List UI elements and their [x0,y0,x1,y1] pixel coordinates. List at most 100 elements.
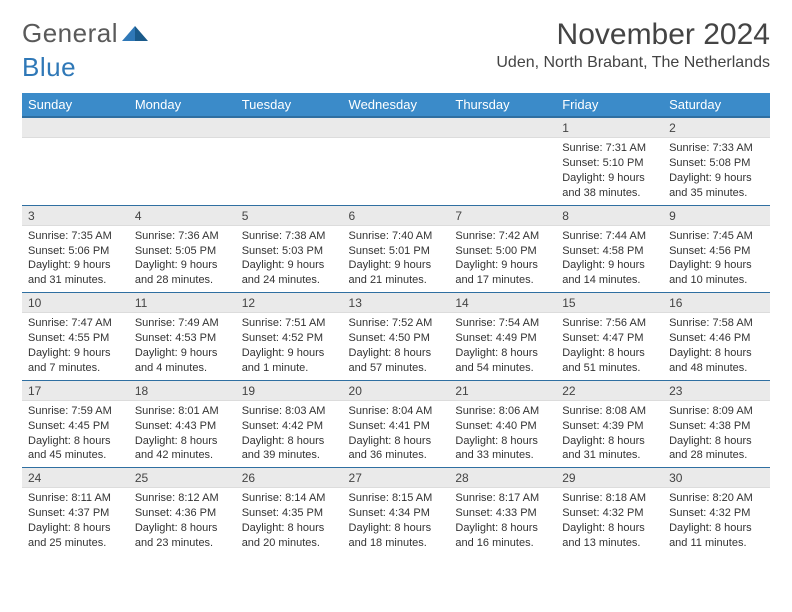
col-saturday: Saturday [663,93,770,117]
daylight-text: Daylight: 8 hours and 45 minutes. [28,434,123,464]
daylight-text: Daylight: 9 hours and 35 minutes. [669,171,764,201]
day-number: 9 [663,206,770,226]
logo-text-2: Blue [22,52,76,83]
day-content: Sunrise: 8:18 AMSunset: 4:32 PMDaylight:… [556,488,663,554]
sunset-text: Sunset: 4:35 PM [242,506,337,521]
day-number [236,118,343,138]
day-content: Sunrise: 7:38 AMSunset: 5:03 PMDaylight:… [236,226,343,292]
sunset-text: Sunset: 4:39 PM [562,419,657,434]
day-cell: 3Sunrise: 7:35 AMSunset: 5:06 PMDaylight… [22,205,129,293]
day-content: Sunrise: 8:09 AMSunset: 4:38 PMDaylight:… [663,401,770,467]
sunset-text: Sunset: 4:42 PM [242,419,337,434]
day-cell: 14Sunrise: 7:54 AMSunset: 4:49 PMDayligh… [449,293,556,381]
daylight-text: Daylight: 9 hours and 28 minutes. [135,258,230,288]
day-content: Sunrise: 8:12 AMSunset: 4:36 PMDaylight:… [129,488,236,554]
sunset-text: Sunset: 4:32 PM [669,506,764,521]
daylight-text: Daylight: 8 hours and 18 minutes. [349,521,444,551]
day-number: 25 [129,468,236,488]
day-content: Sunrise: 8:03 AMSunset: 4:42 PMDaylight:… [236,401,343,467]
day-cell: 8Sunrise: 7:44 AMSunset: 4:58 PMDaylight… [556,205,663,293]
calendar-page: General November 2024 Uden, North Braban… [0,0,792,567]
sunset-text: Sunset: 4:46 PM [669,331,764,346]
month-title: November 2024 [496,18,770,52]
day-content: Sunrise: 7:36 AMSunset: 5:05 PMDaylight:… [129,226,236,292]
day-content: Sunrise: 8:01 AMSunset: 4:43 PMDaylight:… [129,401,236,467]
daylight-text: Daylight: 8 hours and 11 minutes. [669,521,764,551]
day-cell: 21Sunrise: 8:06 AMSunset: 4:40 PMDayligh… [449,380,556,468]
daylight-text: Daylight: 8 hours and 33 minutes. [455,434,550,464]
col-tuesday: Tuesday [236,93,343,117]
daylight-text: Daylight: 9 hours and 31 minutes. [28,258,123,288]
day-content: Sunrise: 7:42 AMSunset: 5:00 PMDaylight:… [449,226,556,292]
daylight-text: Daylight: 8 hours and 57 minutes. [349,346,444,376]
daylight-text: Daylight: 9 hours and 7 minutes. [28,346,123,376]
daylight-text: Daylight: 8 hours and 42 minutes. [135,434,230,464]
day-number: 7 [449,206,556,226]
sunset-text: Sunset: 4:58 PM [562,244,657,259]
day-cell: 19Sunrise: 8:03 AMSunset: 4:42 PMDayligh… [236,380,343,468]
day-content: Sunrise: 7:56 AMSunset: 4:47 PMDaylight:… [556,313,663,379]
sunrise-text: Sunrise: 7:31 AM [562,141,657,156]
sunrise-text: Sunrise: 8:20 AM [669,491,764,506]
day-number: 20 [343,381,450,401]
day-content: Sunrise: 7:59 AMSunset: 4:45 PMDaylight:… [22,401,129,467]
day-cell [449,117,556,205]
sunset-text: Sunset: 4:37 PM [28,506,123,521]
sunrise-text: Sunrise: 7:35 AM [28,229,123,244]
day-number: 1 [556,118,663,138]
day-number: 12 [236,293,343,313]
header-row: Sunday Monday Tuesday Wednesday Thursday… [22,93,770,117]
day-number: 22 [556,381,663,401]
calendar-body: 1 Sunrise: 7:31 AMSunset: 5:10 PM Daylight… [22,117,770,555]
day-number: 17 [22,381,129,401]
daylight-text: Daylight: 9 hours and 21 minutes. [349,258,444,288]
daylight-text: Daylight: 8 hours and 36 minutes. [349,434,444,464]
daylight-text: Daylight: 9 hours and 17 minutes. [455,258,550,288]
day-cell: 20Sunrise: 8:04 AMSunset: 4:41 PMDayligh… [343,380,450,468]
sunset-text: Sunset: 4:52 PM [242,331,337,346]
sunset-text: Sunset: 4:32 PM [562,506,657,521]
day-number: 30 [663,468,770,488]
day-number [129,118,236,138]
day-cell: 10Sunrise: 7:47 AMSunset: 4:55 PMDayligh… [22,293,129,381]
sunrise-text: Sunrise: 7:36 AM [135,229,230,244]
day-cell: 24Sunrise: 8:11 AMSunset: 4:37 PMDayligh… [22,468,129,555]
day-cell: 17Sunrise: 7:59 AMSunset: 4:45 PMDayligh… [22,380,129,468]
sunrise-text: Sunrise: 8:15 AM [349,491,444,506]
sunset-text: Sunset: 4:34 PM [349,506,444,521]
day-number: 18 [129,381,236,401]
day-number [343,118,450,138]
logo: General [22,18,148,49]
sunset-text: Sunset: 4:55 PM [28,331,123,346]
daylight-text: Daylight: 8 hours and 16 minutes. [455,521,550,551]
sunrise-text: Sunrise: 8:12 AM [135,491,230,506]
daylight-text: Daylight: 8 hours and 39 minutes. [242,434,337,464]
daylight-text: Daylight: 8 hours and 13 minutes. [562,521,657,551]
sunrise-text: Sunrise: 8:18 AM [562,491,657,506]
day-number: 16 [663,293,770,313]
day-cell: 7Sunrise: 7:42 AMSunset: 5:00 PMDaylight… [449,205,556,293]
sunrise-text: Sunrise: 7:52 AM [349,316,444,331]
sunset-text: Sunset: 4:33 PM [455,506,550,521]
sunrise-text: Sunrise: 8:17 AM [455,491,550,506]
day-cell: 22Sunrise: 8:08 AMSunset: 4:39 PMDayligh… [556,380,663,468]
sunset-text: Sunset: 5:10 PM [562,156,657,171]
calendar-table: Sunday Monday Tuesday Wednesday Thursday… [22,93,770,555]
sunrise-text: Sunrise: 7:44 AM [562,229,657,244]
day-number: 23 [663,381,770,401]
daylight-text: Daylight: 8 hours and 25 minutes. [28,521,123,551]
daylight-text: Daylight: 9 hours and 4 minutes. [135,346,230,376]
sunrise-text: Sunrise: 8:06 AM [455,404,550,419]
daylight-text: Daylight: 8 hours and 54 minutes. [455,346,550,376]
day-content: Sunrise: 7:58 AMSunset: 4:46 PMDaylight:… [663,313,770,379]
sunset-text: Sunset: 4:45 PM [28,419,123,434]
day-content: Sunrise: 7:44 AMSunset: 4:58 PMDaylight:… [556,226,663,292]
day-cell: 30 Sunrise: 8:20 AMSunset: 4:32 PMDayligh… [663,468,770,555]
sunset-text: Sunset: 4:43 PM [135,419,230,434]
daylight-text: Daylight: 9 hours and 1 minute. [242,346,337,376]
day-cell: 29Sunrise: 8:18 AMSunset: 4:32 PMDayligh… [556,468,663,555]
day-number: 28 [449,468,556,488]
daylight-text: Daylight: 8 hours and 31 minutes. [562,434,657,464]
day-cell: 11Sunrise: 7:49 AMSunset: 4:53 PMDayligh… [129,293,236,381]
sunset-text: Sunset: 4:41 PM [349,419,444,434]
